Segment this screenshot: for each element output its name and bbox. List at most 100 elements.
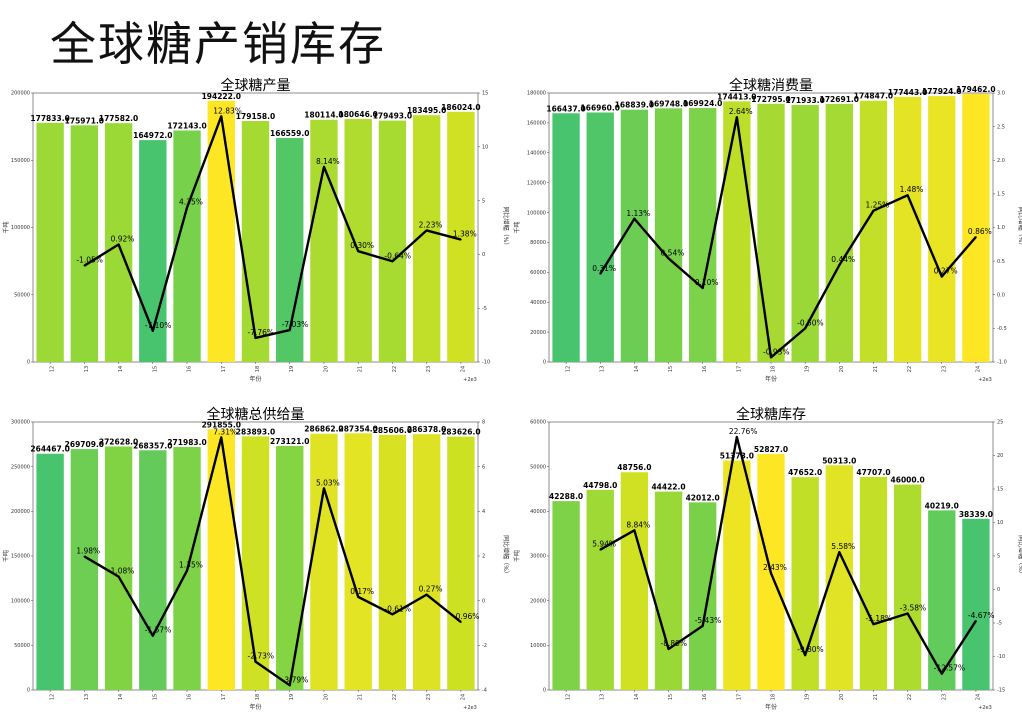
bar-value-label: 180114.0 bbox=[304, 111, 343, 120]
pct-point bbox=[220, 436, 223, 439]
pct-label: -2.73% bbox=[248, 652, 275, 661]
bar bbox=[586, 112, 614, 363]
bar-value-label: 177833.0 bbox=[30, 114, 69, 123]
pct-label: -8.89% bbox=[661, 639, 688, 648]
pct-point bbox=[736, 116, 738, 119]
y-tick-label: 10000 bbox=[530, 643, 546, 649]
y-axis-label: 千吨 bbox=[2, 550, 10, 562]
bar-value-label: 40219.0 bbox=[925, 501, 959, 510]
y-tick-label: 140000 bbox=[527, 150, 546, 156]
y-tick-label: 50000 bbox=[14, 643, 30, 649]
bar-value-label: 268357.0 bbox=[133, 441, 172, 450]
bar-value-label: 183495.0 bbox=[407, 106, 446, 115]
x-tick-label: 22 bbox=[907, 366, 913, 372]
x-tick-label: 15 bbox=[152, 694, 158, 700]
x-axis-label: 年份 bbox=[765, 703, 777, 711]
bar-value-label: 291855.0 bbox=[202, 420, 241, 429]
y-tick-label: 160000 bbox=[527, 121, 546, 127]
x-tick-label: 18 bbox=[771, 694, 777, 700]
pct-label: -1.05% bbox=[76, 256, 103, 265]
bar bbox=[70, 125, 99, 362]
y2-tick-label: 5 bbox=[482, 198, 485, 204]
pct-label: 0.44% bbox=[831, 255, 855, 264]
bar bbox=[378, 434, 407, 690]
x-tick-label: 17 bbox=[221, 366, 227, 372]
bar-value-label: 42288.0 bbox=[549, 492, 583, 501]
bar bbox=[310, 433, 338, 690]
bar-value-label: 186024.0 bbox=[441, 103, 480, 112]
pct-point bbox=[288, 329, 291, 331]
pct-point bbox=[391, 260, 394, 263]
bar bbox=[412, 434, 441, 690]
y2-tick-label: -0.5 bbox=[997, 326, 1007, 332]
page-title: 全球糖产销库存 bbox=[50, 17, 386, 71]
bar-value-label: 283893.0 bbox=[236, 427, 275, 436]
pct-label: 12.83% bbox=[213, 106, 242, 115]
bar-value-label: 42012.0 bbox=[686, 493, 720, 502]
pct-point bbox=[254, 337, 257, 339]
pct-label: -7.10% bbox=[145, 321, 172, 330]
pct-point bbox=[701, 625, 704, 627]
pct-label: 7.31% bbox=[213, 427, 237, 436]
x-tick-label: 23 bbox=[941, 694, 947, 700]
pct-point bbox=[906, 194, 909, 197]
pct-point bbox=[633, 529, 636, 532]
bar bbox=[825, 103, 853, 362]
bar-value-label: 38339.0 bbox=[959, 510, 993, 519]
x-axis-label: 年份 bbox=[249, 703, 261, 711]
chart-title: 全球糖库存 bbox=[736, 406, 806, 423]
y-tick-label: 20000 bbox=[530, 330, 546, 336]
pct-label: 2.43% bbox=[763, 563, 787, 572]
y-tick-label: 120000 bbox=[527, 180, 546, 186]
bar-value-label: 172795.0 bbox=[751, 95, 790, 104]
pct-label: 8.84% bbox=[626, 520, 650, 529]
x-offset-label: +2e3 bbox=[978, 377, 992, 383]
chart-production: 全球糖产量 0 50000 100000 150000 200000 -10 -5 0 5 10 15… bbox=[2, 77, 510, 383]
pct-point bbox=[804, 654, 806, 656]
bar bbox=[893, 96, 922, 363]
y-tick-label: 60000 bbox=[530, 420, 546, 426]
bar bbox=[654, 491, 683, 690]
x-offset-label: +2e3 bbox=[978, 705, 992, 711]
x-tick-label: 20 bbox=[839, 366, 845, 372]
y-tick-label: 200000 bbox=[11, 91, 30, 97]
y-axis-label: 千吨 bbox=[513, 550, 521, 562]
y-tick-label: 60000 bbox=[530, 270, 546, 276]
pct-label: 8.14% bbox=[316, 157, 340, 166]
bar bbox=[654, 108, 683, 362]
y2-tick-label: 1.5 bbox=[997, 192, 1005, 198]
pct-label: -0.61% bbox=[384, 604, 411, 613]
pct-point bbox=[838, 264, 841, 266]
y2-tick-label: 10 bbox=[482, 145, 488, 151]
pct-label: -3.58% bbox=[900, 603, 927, 612]
x-tick-label: 15 bbox=[668, 694, 674, 700]
bar-value-label: 174413.0 bbox=[717, 92, 756, 101]
x-tick-label: 21 bbox=[873, 366, 879, 372]
pct-label: -5.18% bbox=[865, 614, 892, 623]
pct-line bbox=[599, 435, 977, 675]
pct-line bbox=[83, 115, 462, 340]
y-tick-label: 150000 bbox=[11, 554, 30, 560]
pct-label: 1.98% bbox=[76, 546, 100, 555]
pct-point bbox=[83, 264, 86, 267]
bar bbox=[586, 489, 614, 690]
pct-point bbox=[357, 250, 359, 252]
pct-label: 0.27% bbox=[934, 267, 958, 276]
pct-label: -0.50% bbox=[797, 318, 824, 327]
pct-point bbox=[633, 217, 636, 220]
pct-point bbox=[460, 621, 462, 623]
x-tick-label: 23 bbox=[426, 694, 432, 700]
y-tick-label: 80000 bbox=[530, 240, 546, 246]
chart-title: 全球糖消费量 bbox=[729, 77, 813, 94]
y2-tick-label: 2.0 bbox=[997, 158, 1005, 164]
bar bbox=[241, 121, 270, 362]
y2-tick-label: 1.0 bbox=[997, 225, 1005, 231]
chart-supply: 全球糖总供给量 0 50000 100000 150000 200000 250000 300… bbox=[2, 406, 510, 711]
y2-tick-label: 0 bbox=[997, 587, 1000, 593]
x-tick-label: 16 bbox=[702, 366, 708, 372]
y-tick-label: 150000 bbox=[11, 158, 30, 164]
x-tick-label: 16 bbox=[187, 366, 193, 372]
pct-label: -1.57% bbox=[145, 626, 172, 635]
bar bbox=[962, 93, 990, 362]
bar bbox=[723, 101, 751, 362]
